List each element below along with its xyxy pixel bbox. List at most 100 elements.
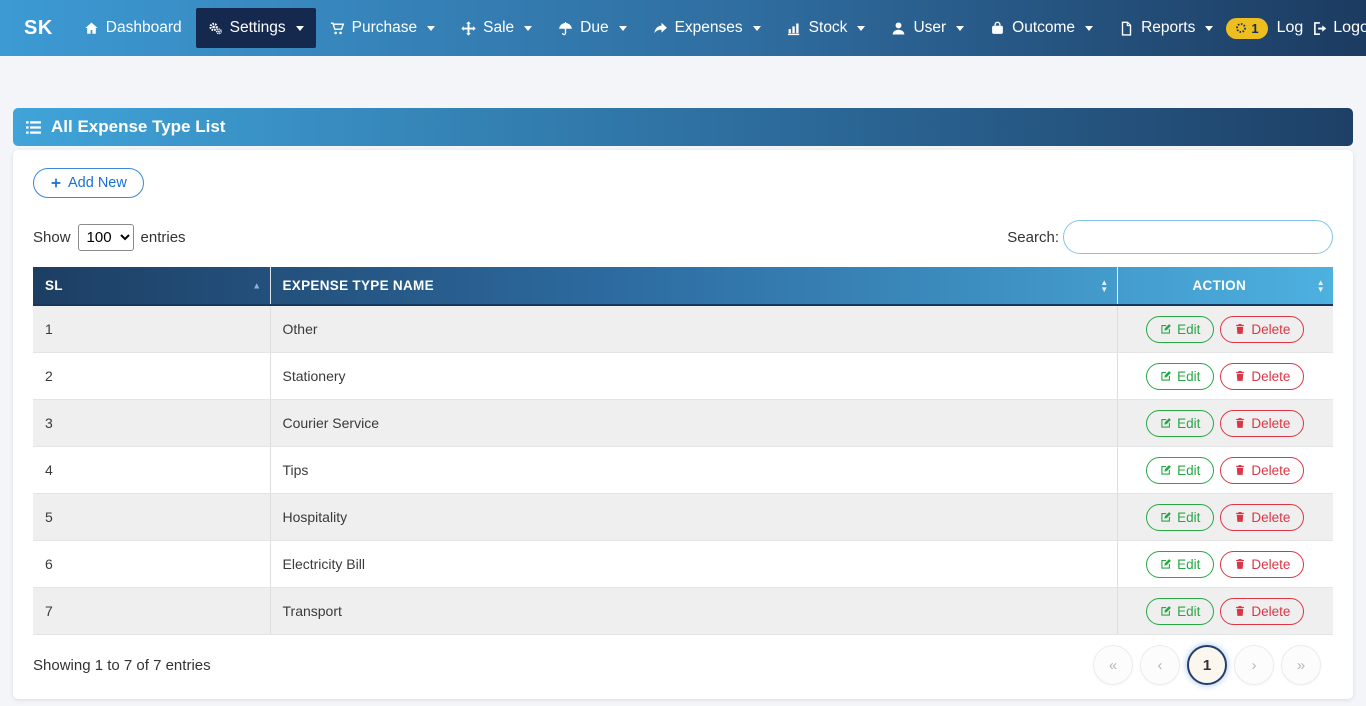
table-row: 3 Courier Service Edit Delete: [33, 399, 1333, 447]
chevron-down-icon: [956, 25, 965, 31]
page-size-control: Show 100 entries: [33, 223, 186, 251]
nav-item-settings[interactable]: Settings: [195, 8, 316, 48]
cell-expense-type-name: Tips: [270, 446, 1118, 494]
nav-item-user[interactable]: User: [879, 8, 976, 48]
plus-icon: [50, 177, 62, 189]
cell-action: Edit Delete: [1117, 493, 1333, 541]
arrows-icon: [461, 21, 476, 36]
pagination-next-button[interactable]: ›: [1234, 645, 1274, 685]
nav-item-stock[interactable]: Stock: [775, 8, 878, 48]
nav-item-sale[interactable]: Sale: [449, 8, 544, 48]
column-header-expense-type-name[interactable]: EXPENSE TYPE NAME ▲ ▼: [270, 267, 1118, 306]
edit-button[interactable]: Edit: [1146, 503, 1215, 531]
delete-button[interactable]: Delete: [1220, 597, 1305, 625]
column-header-sl[interactable]: SL ▲: [33, 267, 271, 306]
trash-icon: [1234, 558, 1246, 570]
navbar-right: 1 Log Logout: [1226, 0, 1366, 56]
cell-expense-type-name: Transport: [270, 587, 1118, 635]
cell-expense-type-name: Electricity Bill: [270, 540, 1118, 588]
delete-button[interactable]: Delete: [1220, 362, 1305, 390]
cell-action: Edit Delete: [1117, 446, 1333, 494]
trash-icon: [1234, 464, 1246, 476]
chevron-down-icon: [857, 25, 866, 31]
nav-item-label: Stock: [808, 19, 848, 36]
pagination-prev-button[interactable]: ‹: [1140, 645, 1180, 685]
logout-label: Logout: [1333, 19, 1366, 36]
trash-icon: [1234, 605, 1246, 617]
nav-item-label: Settings: [229, 19, 286, 36]
nav-item-due[interactable]: Due: [546, 8, 638, 48]
list-icon: [25, 119, 42, 136]
page-title: All Expense Type List: [51, 117, 226, 136]
edit-button[interactable]: Edit: [1146, 456, 1215, 484]
edit-button[interactable]: Edit: [1146, 550, 1215, 578]
edit-icon: [1160, 323, 1172, 335]
edit-button[interactable]: Edit: [1146, 315, 1215, 343]
log-link[interactable]: Log: [1277, 19, 1304, 37]
search-control: Search:: [1007, 220, 1333, 254]
nav-item-reports[interactable]: Reports: [1107, 8, 1225, 48]
nav-item-label: Reports: [1141, 19, 1196, 36]
trash-icon: [1234, 323, 1246, 335]
table-controls: Show 100 entries Search:: [33, 220, 1333, 254]
nav-item-label: Sale: [483, 19, 515, 36]
file-pdf-icon: [1119, 21, 1134, 36]
pagination-first-button[interactable]: «: [1093, 645, 1133, 685]
trash-icon: [1234, 370, 1246, 382]
cell-sl: 4: [33, 446, 271, 494]
cart-icon: [330, 21, 345, 36]
logout-link[interactable]: Logout: [1312, 19, 1366, 37]
nav-item-label: Outcome: [1012, 19, 1076, 36]
nav-item-dashboard[interactable]: Dashboard: [72, 8, 194, 48]
delete-button[interactable]: Delete: [1220, 550, 1305, 578]
entries-label: entries: [140, 228, 186, 246]
brand-logo[interactable]: SK: [24, 16, 53, 39]
delete-button[interactable]: Delete: [1220, 456, 1305, 484]
show-label: Show: [33, 228, 71, 246]
cell-sl: 7: [33, 587, 271, 635]
table-row: 1 Other Edit Delete: [33, 305, 1333, 353]
delete-button[interactable]: Delete: [1220, 315, 1305, 343]
search-input[interactable]: [1063, 220, 1333, 254]
chevron-down-icon: [295, 25, 304, 31]
cell-sl: 2: [33, 352, 271, 400]
nav-item-expenses[interactable]: Expenses: [641, 8, 773, 48]
edit-button[interactable]: Edit: [1146, 409, 1215, 437]
bar-chart-icon: [787, 21, 802, 36]
cell-sl: 5: [33, 493, 271, 541]
pagination-last-button[interactable]: »: [1281, 645, 1321, 685]
page-title-bar: All Expense Type List: [13, 108, 1353, 146]
edit-button[interactable]: Edit: [1146, 362, 1215, 390]
cell-sl: 6: [33, 540, 271, 588]
table-row: 2 Stationery Edit Delete: [33, 352, 1333, 400]
table-row: 7 Transport Edit Delete: [33, 587, 1333, 635]
edit-icon: [1160, 417, 1172, 429]
nav-item-purchase[interactable]: Purchase: [318, 8, 447, 48]
delete-button[interactable]: Delete: [1220, 503, 1305, 531]
nav-item-label: Purchase: [351, 19, 418, 36]
delete-button[interactable]: Delete: [1220, 409, 1305, 437]
cell-action: Edit Delete: [1117, 399, 1333, 447]
table-row: 4 Tips Edit Delete: [33, 446, 1333, 494]
spinner-icon: [1235, 22, 1247, 34]
sort-icon: ▲ ▼: [1100, 277, 1109, 294]
pagination-page-1-button[interactable]: 1: [1187, 645, 1227, 685]
chevron-down-icon: [524, 25, 533, 31]
sign-out-icon: [1312, 21, 1327, 36]
nav-item-outcome[interactable]: Outcome: [978, 8, 1105, 48]
cell-sl: 1: [33, 305, 271, 353]
main-nav: Dashboard Settings Purchase Sale Due Exp…: [71, 0, 1227, 56]
edit-icon: [1160, 464, 1172, 476]
page-size-select[interactable]: 100: [77, 223, 134, 251]
edit-icon: [1160, 605, 1172, 617]
edit-button[interactable]: Edit: [1146, 597, 1215, 625]
edit-icon: [1160, 558, 1172, 570]
sort-asc-icon: ▲: [252, 280, 262, 290]
cell-action: Edit Delete: [1117, 540, 1333, 588]
edit-icon: [1160, 511, 1172, 523]
pagination: « ‹ 1 › »: [1093, 645, 1333, 685]
log-label: Log: [1276, 19, 1304, 36]
add-new-button[interactable]: Add New: [33, 168, 144, 198]
nav-item-label: Dashboard: [105, 19, 182, 36]
column-header-action[interactable]: ACTION ▲ ▼: [1117, 267, 1333, 306]
